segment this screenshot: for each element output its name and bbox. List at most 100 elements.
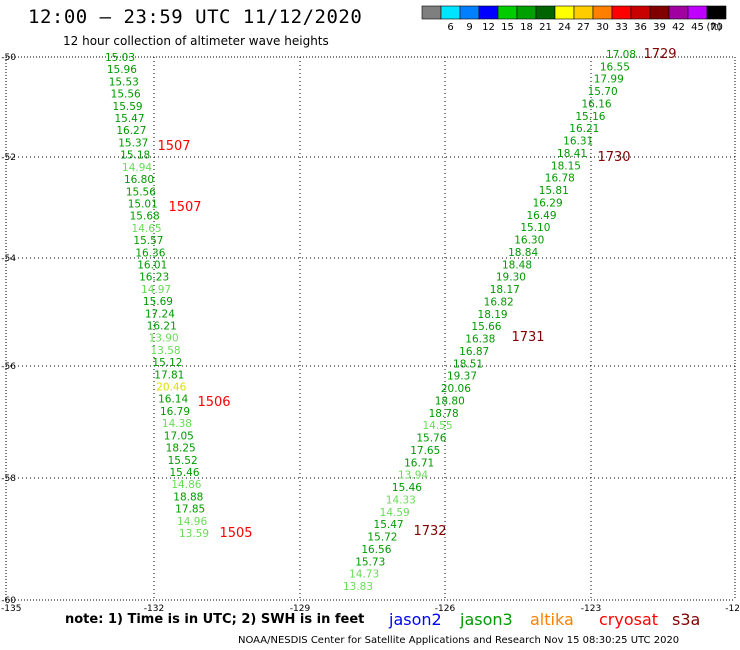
right-track-swh-value: 18.51: [453, 358, 483, 370]
right-track-swh-value: 15.10: [520, 222, 550, 234]
right-track-swh-value: 18.15: [551, 160, 581, 172]
left-track-swh-value: 17.81: [154, 369, 184, 381]
right-track-swh-value: 15.76: [416, 433, 446, 445]
legend-tick-label: 18: [520, 22, 533, 33]
legend-swatch: [649, 5, 670, 20]
pass-time-label: 1505: [219, 526, 252, 541]
legend-swatch: [706, 5, 727, 20]
left-track-swh-value: 15.56: [126, 186, 156, 198]
right-track-swh-value: 16.31: [563, 136, 593, 148]
satellite-name-jason2: jason2: [389, 610, 442, 629]
right-track-swh-value: 16.21: [569, 123, 599, 135]
left-track-swh-value: 15.53: [109, 76, 139, 88]
legend-swatch: [440, 5, 461, 20]
right-track-swh-value: 16.16: [582, 98, 612, 110]
latitude-tick-label: -50: [1, 53, 16, 63]
right-track-swh-value: 19.30: [496, 272, 526, 284]
left-track-swh-value: 16.80: [124, 174, 154, 186]
left-track-swh-value: 18.88: [173, 491, 203, 503]
right-track-swh-value: 18.17: [490, 284, 520, 296]
right-track-swh-value: 16.29: [533, 197, 563, 209]
left-track-swh-value: 17.85: [175, 504, 205, 516]
legend-tick-label: 21: [539, 22, 552, 33]
left-track-swh-value: 14.86: [171, 479, 201, 491]
right-track-swh-value: 16.78: [545, 173, 575, 185]
right-track-swh-value: 18.78: [429, 408, 459, 420]
right-track-swh-value: 19.37: [447, 371, 477, 383]
left-track-swh-value: 16.36: [135, 247, 165, 259]
legend-swatch: [554, 5, 575, 20]
right-track-swh-value: 14.59: [380, 507, 410, 519]
pass-time-label: 1507: [168, 200, 201, 215]
left-track-swh-value: 15.69: [143, 296, 173, 308]
legend-tick-label: 15: [501, 22, 514, 33]
left-track-swh-value: 16.27: [116, 125, 146, 137]
right-track-swh-value: 17.65: [410, 445, 440, 457]
left-track-swh-value: 16.79: [160, 406, 190, 418]
left-track-swh-value: 15.59: [113, 101, 143, 113]
legend-tick-label: 42: [672, 22, 685, 33]
legend-tick-label: 27: [577, 22, 590, 33]
right-track-swh-value: 14.33: [386, 494, 416, 506]
left-track-swh-value: 16.14: [158, 394, 188, 406]
left-track-swh-value: 18.25: [166, 443, 196, 455]
left-track-swh-value: 15.96: [107, 64, 137, 76]
right-track-swh-value: 18.48: [502, 259, 532, 271]
right-track-swh-value: 18.84: [508, 247, 538, 259]
right-track-swh-value: 15.73: [355, 556, 385, 568]
legend-tick-label: 36: [634, 22, 647, 33]
legend-tick-label: 70: [710, 22, 723, 33]
right-track-swh-value: 15.16: [575, 111, 605, 123]
right-track-swh-value: 16.87: [459, 346, 489, 358]
legend-tick-label: 12: [482, 22, 495, 33]
legend-swatch: [421, 5, 442, 20]
legend-tick-label: 6: [447, 22, 453, 33]
left-track-swh-value: 16.21: [147, 321, 177, 333]
right-track-swh-value: 20.06: [441, 383, 471, 395]
pass-time-label: 1507: [157, 139, 190, 154]
left-track-swh-value: 15.46: [169, 467, 199, 479]
latitude-tick-label: -58: [1, 474, 16, 484]
left-track-swh-value: 20.46: [156, 382, 186, 394]
left-track-swh-value: 14.38: [162, 418, 192, 430]
legend-tick-label: 39: [653, 22, 666, 33]
satellite-name-s3a: s3a: [672, 610, 701, 629]
right-track-swh-value: 15.70: [588, 86, 618, 98]
right-track-swh-value: 17.99: [594, 74, 624, 86]
legend-swatch: [535, 5, 556, 20]
pass-time-label: 1506: [197, 395, 230, 410]
left-track-swh-value: 14.94: [122, 162, 152, 174]
longitude-tick-label: -126: [435, 604, 456, 614]
longitude-tick-label: -123: [581, 604, 601, 614]
latitude-tick-label: -60: [1, 596, 16, 606]
left-track-swh-value: 15.01: [128, 198, 158, 210]
right-track-swh-value: 13.83: [343, 581, 373, 593]
pass-time-label: 1732: [413, 524, 446, 539]
left-track-swh-value: 15.56: [111, 89, 141, 101]
legend-swatch: [630, 5, 651, 20]
right-track-swh-value: 18.41: [557, 148, 587, 160]
right-track-swh-value: 14.55: [422, 420, 452, 432]
left-track-swh-value: 15.37: [118, 137, 148, 149]
longitude-tick-label: -132: [144, 604, 164, 614]
right-track-swh-value: 16.56: [361, 544, 391, 556]
pass-time-label: 1731: [511, 330, 544, 345]
right-track-swh-value: 15.66: [471, 321, 501, 333]
left-track-swh-value: 13.58: [151, 345, 181, 357]
right-track-swh-value: 16.30: [514, 235, 544, 247]
left-track-swh-value: 14.97: [141, 284, 171, 296]
satellite-name-jason3: jason3: [460, 610, 513, 629]
left-track-swh-value: 14.96: [177, 516, 207, 528]
figure-subtitle: 12 hour collection of altimeter wave hei…: [63, 34, 329, 48]
right-track-swh-value: 16.82: [484, 296, 514, 308]
legend-swatch: [516, 5, 537, 20]
latitude-tick-label: -54: [1, 254, 16, 264]
pass-time-label: 1730: [597, 150, 630, 165]
legend-swatch: [687, 5, 708, 20]
legend-tick-label: 9: [466, 22, 472, 33]
legend-tick-label: 45: [691, 22, 704, 33]
latitude-tick-label: -56: [1, 362, 16, 372]
right-track-swh-value: 16.38: [465, 334, 495, 346]
